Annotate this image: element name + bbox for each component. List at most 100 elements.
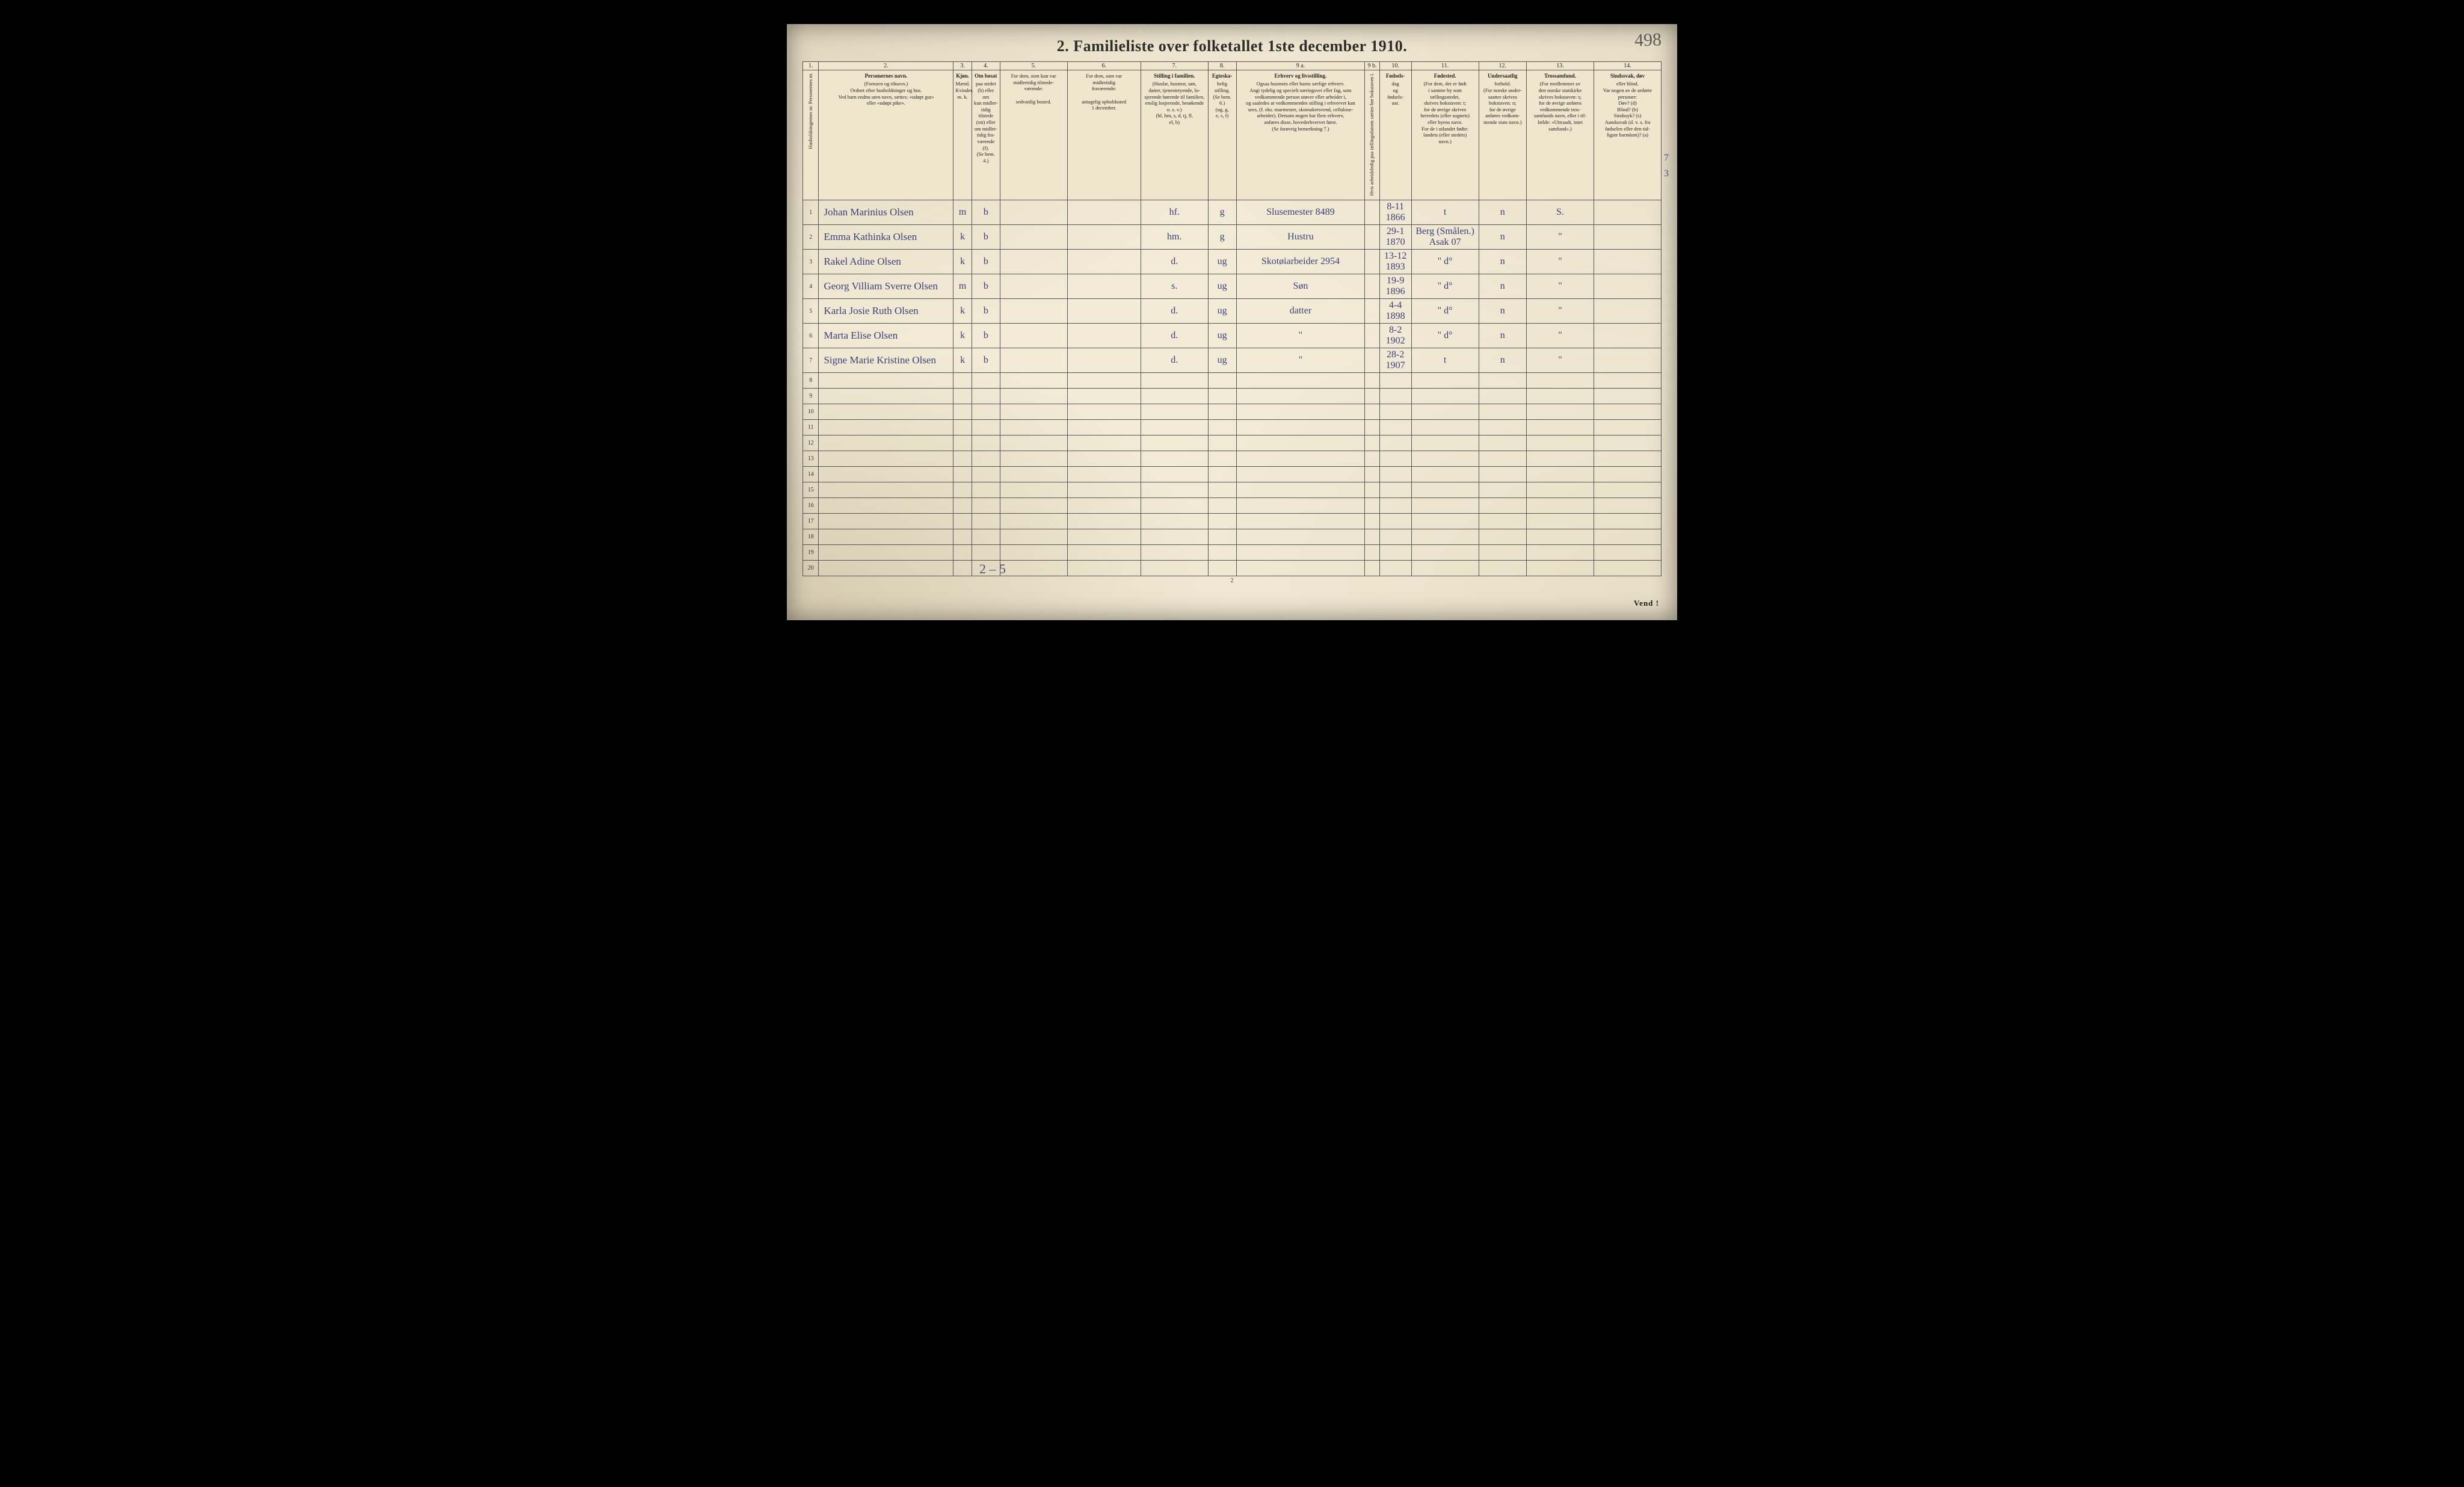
cell-occ: Hustru <box>1236 225 1365 250</box>
cell-occ: Søn <box>1236 274 1365 299</box>
page-number: 2 <box>802 577 1662 584</box>
cell-nat <box>1479 420 1526 436</box>
cell-occ <box>1236 498 1365 514</box>
cell-empty <box>1594 529 1661 545</box>
cell-res <box>972 529 1000 545</box>
cell-sex: k <box>953 348 972 373</box>
cell-sex: m <box>953 200 972 225</box>
cell-res <box>972 561 1000 576</box>
cell-dob: 28-2 1907 <box>1379 348 1411 373</box>
cell-dob <box>1379 451 1411 467</box>
cell-fam <box>1141 561 1208 576</box>
cell-dob: 19-9 1896 <box>1379 274 1411 299</box>
cell-rel: " <box>1526 299 1594 324</box>
cell-birthplace <box>1411 389 1479 404</box>
cell-mar: ug <box>1208 348 1236 373</box>
cell-birthplace <box>1411 561 1479 576</box>
cell-empty <box>1594 467 1661 482</box>
cell-res <box>972 373 1000 389</box>
cell-birthplace: t <box>1411 200 1479 225</box>
cell-rel <box>1526 420 1594 436</box>
cell-res: b <box>972 299 1000 324</box>
cell-rel <box>1526 482 1594 498</box>
cell-empty <box>1365 324 1379 348</box>
cell-sex: k <box>953 324 972 348</box>
cell-dob <box>1379 420 1411 436</box>
cell-sex <box>953 436 972 451</box>
cell-empty <box>1000 451 1067 467</box>
cell-nat: n <box>1479 299 1526 324</box>
cell-mar <box>1208 545 1236 561</box>
cell-occ <box>1236 451 1365 467</box>
cell-name <box>819 498 953 514</box>
cell-name <box>819 404 953 420</box>
cell-nat <box>1479 373 1526 389</box>
cell-fam <box>1141 420 1208 436</box>
cell-name <box>819 529 953 545</box>
cell-sex <box>953 561 972 576</box>
cell-fam: d. <box>1141 324 1208 348</box>
cell-res <box>972 389 1000 404</box>
cell-n: 19 <box>803 545 819 561</box>
column-number: 4. <box>972 62 1000 70</box>
cell-mar: ug <box>1208 324 1236 348</box>
cell-nat <box>1479 545 1526 561</box>
cell-birthplace <box>1411 545 1479 561</box>
cell-res <box>972 404 1000 420</box>
cell-fam <box>1141 498 1208 514</box>
table-row: 3Rakel Adine Olsenkbd.ugSkotøiarbeider 2… <box>803 250 1662 274</box>
cell-rel: " <box>1526 324 1594 348</box>
cell-n: 3 <box>803 250 819 274</box>
cell-sex: k <box>953 299 972 324</box>
column-number: 8. <box>1208 62 1236 70</box>
cell-empty <box>1594 200 1661 225</box>
table-row: 20 <box>803 561 1662 576</box>
cell-empty <box>1365 225 1379 250</box>
cell-n: 20 <box>803 561 819 576</box>
cell-name <box>819 389 953 404</box>
cell-empty <box>1594 299 1661 324</box>
cell-rel: " <box>1526 250 1594 274</box>
cell-n: 6 <box>803 324 819 348</box>
column-header: Stilling i familien.(Husfar, husmor, søn… <box>1141 70 1208 200</box>
cell-res: b <box>972 348 1000 373</box>
cell-name: Johan Marinius Olsen <box>819 200 953 225</box>
cell-mar <box>1208 514 1236 529</box>
cell-empty <box>1067 467 1141 482</box>
cell-name: Emma Kathinka Olsen <box>819 225 953 250</box>
cell-name <box>819 467 953 482</box>
cell-mar: g <box>1208 225 1236 250</box>
column-number: 5. <box>1000 62 1067 70</box>
cell-nat <box>1479 451 1526 467</box>
cell-occ <box>1236 389 1365 404</box>
column-header: Om bosatpaa stedet (b) eller om kun midl… <box>972 70 1000 200</box>
cell-empty <box>1000 420 1067 436</box>
cell-occ <box>1236 529 1365 545</box>
cell-res <box>972 451 1000 467</box>
column-header: Sindssvak, døveller blind. Var nogen av … <box>1594 70 1661 200</box>
cell-fam <box>1141 514 1208 529</box>
page-title: 2. Familieliste over folketallet 1ste de… <box>802 37 1662 55</box>
cell-name <box>819 514 953 529</box>
cell-mar: ug <box>1208 299 1236 324</box>
cell-empty <box>1000 274 1067 299</box>
cell-empty <box>1594 404 1661 420</box>
cell-n: 17 <box>803 514 819 529</box>
cell-dob <box>1379 373 1411 389</box>
table-row: 17 <box>803 514 1662 529</box>
cell-empty <box>1067 225 1141 250</box>
column-number: 11. <box>1411 62 1479 70</box>
cell-n: 7 <box>803 348 819 373</box>
cell-empty <box>1000 529 1067 545</box>
cell-name <box>819 373 953 389</box>
cell-mar <box>1208 389 1236 404</box>
cell-empty <box>1000 225 1067 250</box>
table-row: 2Emma Kathinka Olsenkbhm.gHustru29-1 187… <box>803 225 1662 250</box>
cell-empty <box>1365 348 1379 373</box>
cell-empty <box>1365 451 1379 467</box>
cell-n: 4 <box>803 274 819 299</box>
cell-name: Georg Villiam Sverre Olsen <box>819 274 953 299</box>
cell-empty <box>1067 529 1141 545</box>
cell-name: Marta Elise Olsen <box>819 324 953 348</box>
cell-fam <box>1141 529 1208 545</box>
